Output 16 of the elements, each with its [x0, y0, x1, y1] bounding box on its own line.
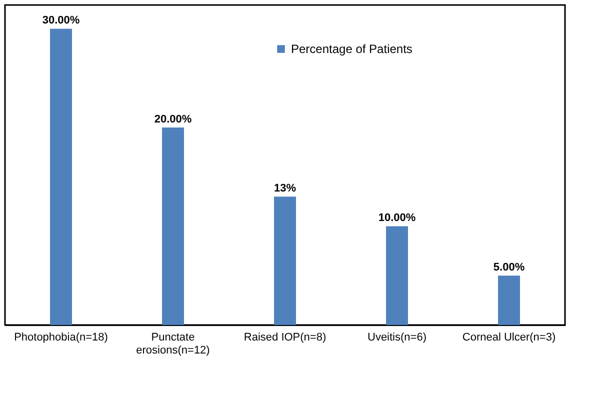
x-tick-label: Corneal Ulcer(n=3)	[462, 332, 556, 344]
x-tick-label: Uveitis(n=6)	[368, 332, 426, 344]
bar	[162, 127, 184, 325]
x-tick-label: Punctate erosions(n=12)	[136, 332, 210, 356]
data-label: 10.00%	[378, 212, 416, 224]
bar	[498, 276, 520, 325]
data-label: 5.00%	[493, 262, 525, 274]
bar	[274, 196, 296, 325]
bar	[50, 28, 72, 325]
data-label: 13%	[274, 182, 296, 195]
x-tick-label: Raised IOP(n=8)	[244, 332, 326, 344]
legend-label: Percentage of Patients	[291, 42, 412, 56]
bar	[386, 226, 408, 325]
data-label: 20.00%	[154, 113, 192, 126]
x-tick-label: Photophobia(n=18)	[14, 332, 108, 344]
data-label: 30.00%	[42, 14, 80, 27]
